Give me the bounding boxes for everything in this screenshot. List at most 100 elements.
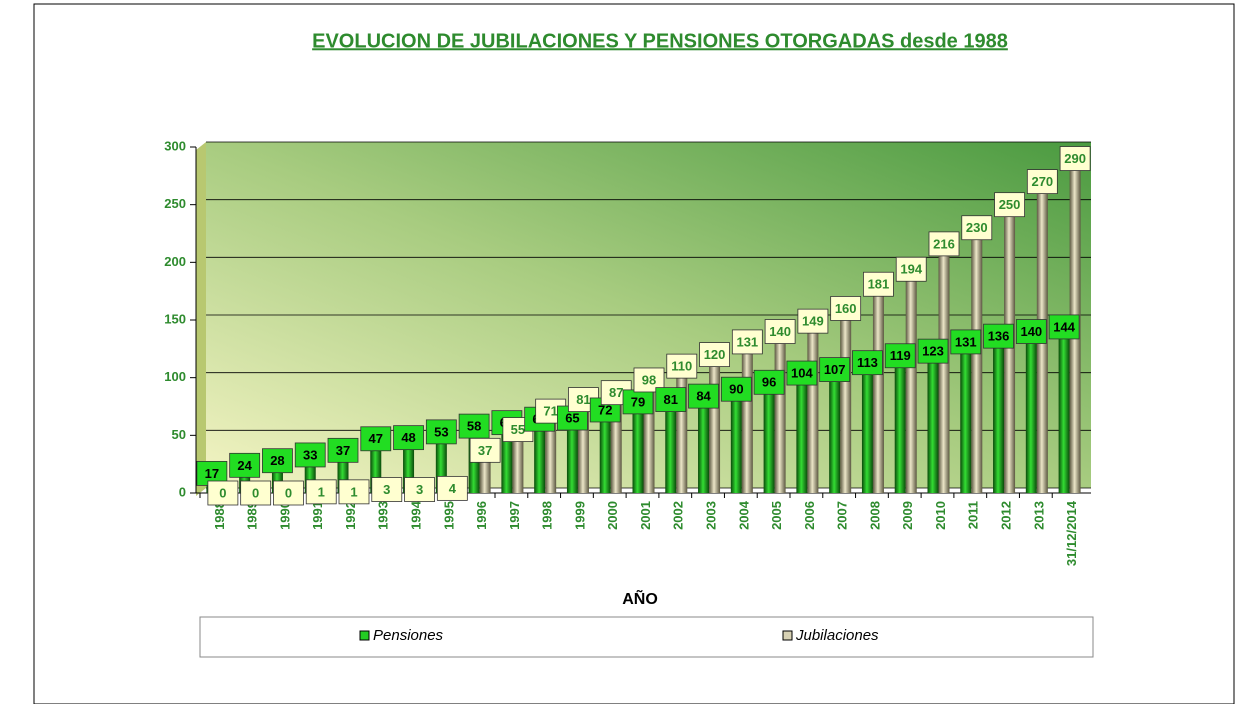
bar (599, 409, 611, 493)
value-label: 58 (467, 419, 481, 434)
value-label-box (720, 376, 752, 402)
value-label-box (884, 343, 916, 369)
bar (1058, 326, 1070, 493)
y-tick-label: 0 (179, 484, 186, 499)
bar (610, 392, 622, 493)
y-tick-label: 250 (164, 196, 186, 211)
value-label: 131 (955, 334, 977, 349)
value-label: 104 (791, 365, 813, 380)
bar (676, 366, 688, 493)
x-tick-label: 2004 (736, 500, 751, 530)
value-label-box (469, 437, 501, 463)
x-tick-label: 2002 (671, 501, 686, 530)
legend-key (359, 630, 370, 641)
value-label: 144 (1053, 319, 1075, 334)
value-label: 53 (434, 424, 448, 439)
x-tick-label: 1997 (507, 501, 522, 530)
value-label: 96 (762, 375, 776, 390)
value-label-box (786, 360, 818, 386)
bar (807, 321, 819, 493)
value-label: 131 (736, 334, 758, 349)
value-label: 81 (664, 392, 678, 407)
x-tick-label: 1993 (376, 501, 391, 530)
value-label-box (917, 338, 949, 364)
bar (577, 399, 589, 493)
value-label-box (436, 475, 468, 501)
bar (337, 450, 349, 493)
y-tick-label: 150 (164, 311, 186, 326)
x-tick-label: 2009 (900, 501, 915, 530)
x-tick-label: 2007 (835, 501, 850, 530)
value-label: 0 (252, 485, 259, 500)
bar (730, 389, 742, 493)
x-tick-label: 1990 (277, 501, 292, 530)
bar (741, 341, 753, 493)
value-label-box (753, 369, 785, 395)
bar (960, 341, 972, 493)
value-label-box (393, 425, 424, 451)
bar (239, 465, 251, 493)
value-label: 65 (565, 410, 579, 425)
x-tick-label: 1992 (343, 501, 358, 530)
value-label: 71 (543, 404, 557, 419)
value-label-box (229, 452, 261, 478)
y-tick-label: 300 (164, 138, 186, 153)
value-label: 119 (890, 348, 911, 363)
value-label: 1 (350, 484, 357, 499)
value-label-box (305, 479, 337, 505)
bar (643, 379, 655, 493)
value-label: 0 (219, 485, 226, 500)
y-tick-label: 50 (172, 427, 186, 442)
value-label-box (666, 353, 698, 379)
bar (1025, 331, 1037, 493)
value-label: 81 (576, 392, 590, 407)
bar (545, 411, 557, 493)
value-label: 3 (383, 482, 390, 497)
chart-title: EVOLUCION DE JUBILACIONES Y PENSIONES OT… (312, 30, 1008, 52)
legend-label: Jubilaciones (795, 627, 879, 644)
bar (796, 373, 808, 493)
x-tick-label: 2008 (867, 501, 882, 530)
side-wall (196, 142, 206, 496)
value-label-box (983, 323, 1014, 349)
bar (370, 438, 382, 493)
value-label: 33 (303, 447, 317, 462)
value-label-box (273, 480, 304, 506)
value-label-box (994, 192, 1025, 218)
x-tick-label: 1995 (441, 501, 456, 530)
x-tick-label: 1999 (572, 501, 587, 530)
x-tick-label: 1989 (245, 501, 260, 530)
legend (199, 616, 1094, 658)
bar (861, 362, 873, 493)
value-label-box (294, 442, 326, 468)
value-label: 113 (857, 355, 878, 370)
bar (304, 454, 316, 493)
value-label: 90 (729, 382, 743, 397)
value-label: 37 (478, 443, 492, 458)
bar (774, 331, 786, 493)
value-label-box (425, 419, 457, 445)
value-label: 160 (835, 301, 857, 316)
bar (840, 308, 852, 493)
value-label: 123 (922, 344, 944, 359)
value-label: 140 (1020, 324, 1042, 339)
y-tick-label: 200 (164, 254, 186, 269)
value-label: 120 (704, 347, 726, 362)
bar (479, 450, 491, 493)
value-label: 48 (401, 430, 415, 445)
bar (938, 243, 950, 493)
value-label-box (764, 319, 796, 344)
value-label: 98 (642, 372, 656, 387)
value-label: 136 (988, 329, 1010, 344)
bar (632, 401, 644, 493)
bar (905, 269, 917, 493)
value-label-box (961, 215, 993, 241)
bar (566, 418, 578, 493)
value-label: 181 (868, 277, 890, 292)
bar (271, 460, 283, 493)
value-label: 37 (336, 443, 350, 458)
bar (872, 284, 884, 493)
value-label: 1 (318, 484, 325, 499)
value-label: 17 (205, 466, 219, 481)
